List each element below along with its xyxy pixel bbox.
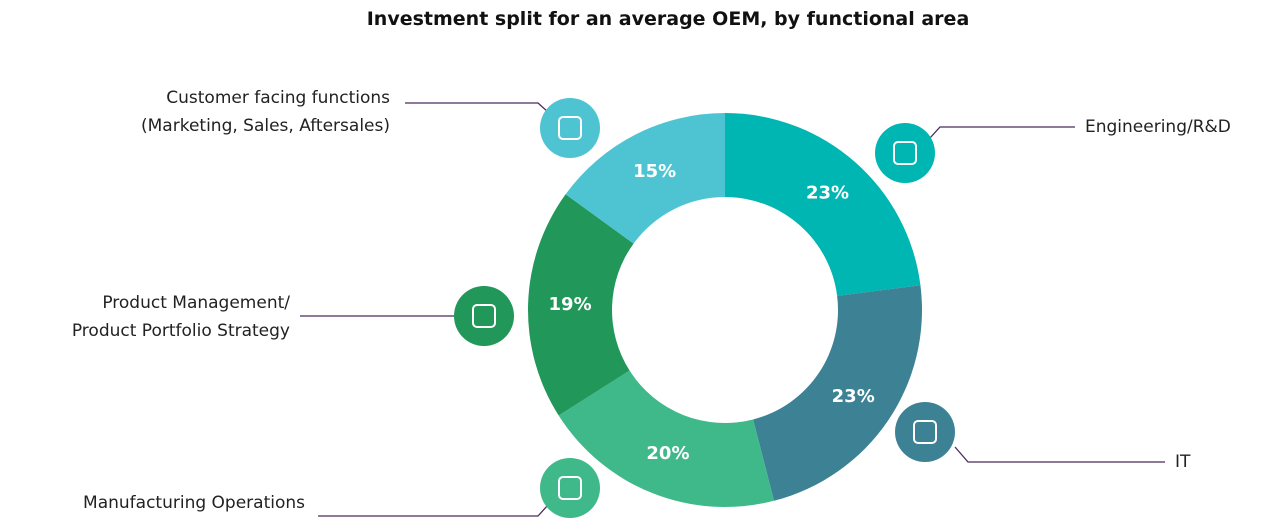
- donut-segment: [528, 194, 634, 416]
- donut-segment: [753, 285, 922, 501]
- donut-segment: [558, 370, 774, 507]
- icon: [540, 98, 600, 158]
- icon: [875, 123, 935, 183]
- icon: [454, 286, 514, 346]
- chart-title: Investment split for an average OEM, by …: [366, 8, 970, 30]
- leader-line: [929, 126, 1075, 139]
- category-label: Manufacturing Operations: [83, 493, 305, 513]
- donut-segment: [725, 113, 921, 296]
- category-label: Product Management/ Product Portfolio St…: [71, 293, 290, 341]
- value-label: 19%: [549, 294, 592, 315]
- donut-segment: [565, 113, 725, 244]
- value-label: 23%: [806, 183, 849, 204]
- leader-line: [405, 102, 549, 113]
- icon-glyph: [913, 420, 937, 444]
- icon-glyph: [558, 116, 582, 140]
- icon: [540, 458, 600, 518]
- value-label: 20%: [646, 443, 689, 464]
- value-label: 23%: [832, 386, 875, 407]
- category-label: Customer facing functions (Marketing, Sa…: [141, 88, 390, 136]
- icon-glyph: [893, 141, 917, 165]
- leader-line: [954, 446, 1165, 463]
- icon: [895, 402, 955, 462]
- category-label: IT: [1175, 452, 1191, 472]
- category-label: Engineering/R&D: [1085, 117, 1231, 137]
- leader-line: [318, 504, 549, 517]
- value-label: 15%: [633, 161, 676, 182]
- icon-glyph: [558, 476, 582, 500]
- icon-glyph: [472, 304, 496, 328]
